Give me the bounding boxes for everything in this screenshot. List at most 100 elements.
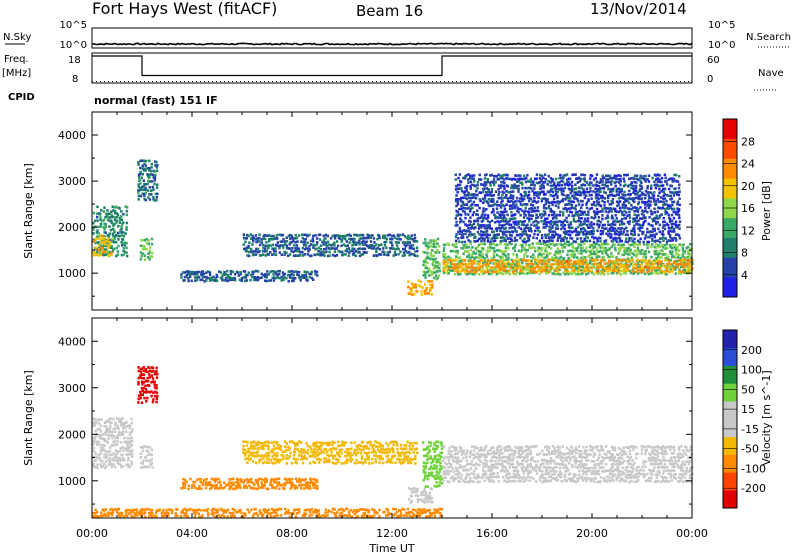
data-cell bbox=[442, 262, 446, 265]
data-cell bbox=[642, 250, 646, 253]
data-cell bbox=[676, 202, 679, 206]
data-cell bbox=[608, 266, 611, 270]
y-tick-label: 4000 bbox=[58, 129, 86, 142]
data-cell bbox=[561, 199, 565, 203]
data-cell bbox=[549, 247, 553, 250]
data-cell bbox=[263, 250, 267, 253]
data-cell bbox=[503, 214, 506, 217]
noise-sky-series bbox=[91, 42, 693, 46]
data-cell bbox=[294, 249, 297, 253]
data-cell bbox=[125, 425, 128, 428]
data-cell bbox=[260, 454, 263, 458]
data-cell bbox=[261, 249, 265, 253]
data-cell bbox=[538, 262, 541, 265]
data-cell bbox=[490, 227, 493, 230]
data-cell bbox=[294, 241, 297, 244]
data-cell bbox=[407, 280, 410, 283]
data-cell bbox=[290, 477, 294, 481]
data-cell bbox=[155, 400, 158, 404]
data-cell bbox=[649, 209, 653, 213]
data-cell bbox=[641, 226, 644, 229]
data-cell bbox=[530, 259, 533, 263]
data-cell bbox=[615, 177, 618, 181]
data-cell bbox=[563, 261, 567, 265]
data-cell bbox=[551, 200, 554, 204]
data-cell bbox=[201, 272, 204, 276]
data-cell bbox=[656, 239, 660, 242]
data-cell bbox=[675, 173, 678, 177]
data-cell bbox=[583, 183, 587, 187]
data-cell bbox=[316, 487, 319, 490]
data-cell bbox=[403, 241, 406, 244]
data-cell bbox=[539, 258, 542, 262]
data-cell bbox=[610, 188, 614, 191]
data-cell bbox=[501, 197, 504, 200]
data-cell bbox=[496, 236, 499, 239]
data-cell bbox=[644, 189, 648, 193]
data-cell bbox=[576, 225, 580, 229]
data-cell bbox=[510, 207, 513, 210]
data-cell bbox=[315, 237, 319, 240]
data-cell bbox=[567, 226, 571, 229]
data-cell bbox=[631, 266, 635, 269]
data-cell bbox=[338, 237, 341, 240]
data-cell bbox=[522, 174, 526, 178]
data-cell bbox=[631, 243, 634, 246]
data-cell bbox=[475, 269, 478, 272]
data-cell bbox=[666, 263, 669, 266]
data-cell bbox=[270, 450, 274, 454]
data-cell bbox=[664, 180, 667, 183]
data-cell bbox=[527, 193, 531, 197]
data-cell bbox=[676, 253, 679, 256]
data-cell bbox=[508, 191, 511, 194]
data-cell bbox=[499, 258, 503, 261]
data-cell bbox=[354, 254, 358, 258]
data-cell bbox=[540, 219, 543, 223]
data-cell bbox=[491, 259, 494, 262]
data-cell bbox=[637, 194, 640, 198]
data-cell bbox=[641, 200, 644, 204]
data-cell bbox=[478, 262, 481, 265]
data-cell bbox=[495, 175, 499, 178]
data-cell bbox=[103, 462, 106, 466]
data-cell bbox=[638, 240, 641, 244]
data-cell bbox=[104, 222, 107, 226]
data-cell bbox=[108, 460, 111, 463]
data-cell bbox=[639, 266, 642, 270]
data-cell bbox=[508, 200, 511, 203]
data-cell bbox=[565, 243, 568, 247]
data-cell bbox=[272, 462, 275, 465]
data-cell bbox=[478, 253, 481, 256]
data-cell bbox=[437, 245, 441, 248]
data-cell bbox=[524, 243, 528, 247]
data-cell bbox=[101, 237, 104, 240]
data-cell bbox=[466, 229, 469, 233]
data-cell bbox=[249, 480, 253, 484]
data-cell bbox=[474, 240, 478, 243]
data-cell bbox=[572, 217, 576, 220]
data-cell bbox=[651, 243, 654, 246]
data-cell bbox=[297, 254, 301, 257]
data-cell bbox=[211, 484, 215, 488]
data-cell bbox=[507, 260, 510, 263]
data-cell bbox=[292, 441, 295, 445]
data-cell bbox=[154, 192, 157, 196]
data-cell bbox=[267, 441, 271, 445]
data-cell bbox=[120, 218, 124, 222]
data-cell bbox=[492, 236, 495, 240]
data-cell bbox=[667, 239, 670, 242]
data-cell bbox=[594, 194, 598, 197]
data-cell bbox=[312, 234, 315, 238]
data-cell bbox=[481, 197, 485, 201]
data-cell bbox=[245, 486, 249, 489]
data-cell bbox=[631, 233, 635, 237]
data-cell bbox=[544, 178, 547, 181]
data-cell bbox=[579, 260, 582, 264]
data-cell bbox=[585, 181, 589, 184]
data-cell bbox=[296, 273, 299, 276]
data-cell bbox=[492, 233, 495, 237]
data-cell bbox=[621, 253, 624, 257]
data-cell bbox=[637, 219, 640, 223]
data-cell bbox=[579, 249, 583, 252]
data-cell bbox=[407, 240, 410, 244]
